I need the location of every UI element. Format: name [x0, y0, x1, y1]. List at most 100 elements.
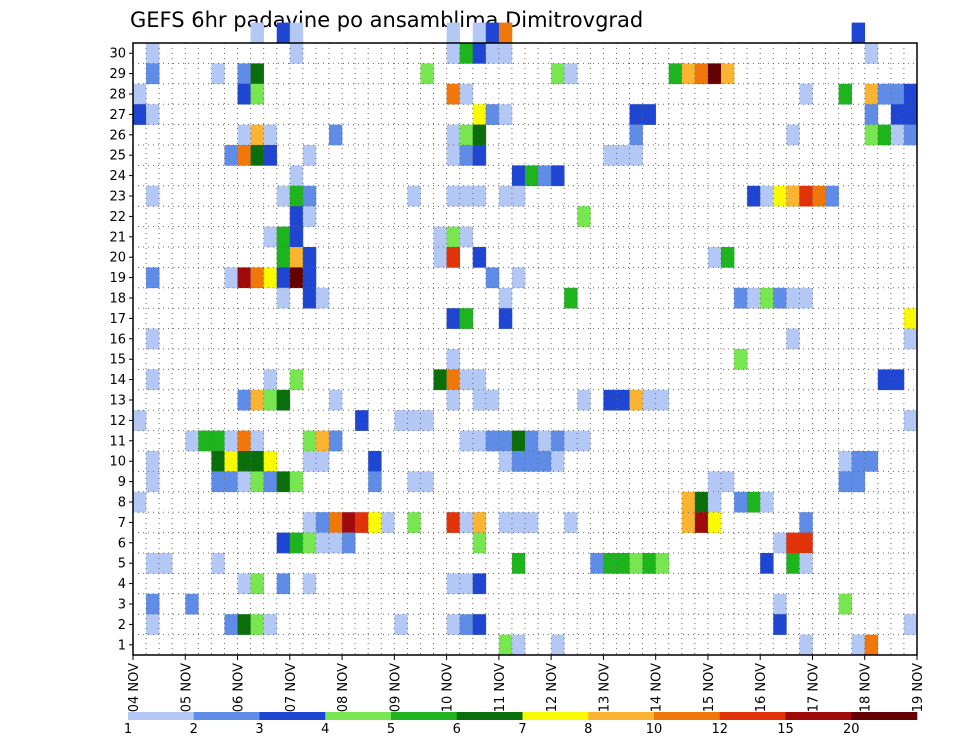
data-cell — [498, 287, 513, 309]
data-cell — [786, 553, 800, 574]
data-cell — [551, 63, 565, 85]
data-cell — [133, 410, 147, 431]
data-cell — [707, 512, 722, 533]
y-tick-label: 10 — [109, 455, 126, 470]
data-cell — [146, 43, 160, 64]
data-cell — [250, 124, 264, 146]
data-cell — [263, 369, 278, 391]
data-cell — [786, 185, 800, 207]
data-cell — [263, 145, 278, 166]
data-cell — [250, 471, 264, 493]
data-cell — [329, 430, 343, 452]
legend-label: 20 — [843, 722, 860, 737]
data-cell — [851, 22, 866, 44]
data-cell — [302, 532, 317, 554]
data-cell — [276, 287, 291, 309]
data-cell — [760, 491, 774, 513]
data-cell — [446, 43, 460, 64]
data-cell — [211, 553, 225, 574]
data-cell — [747, 185, 761, 207]
data-cell — [498, 512, 513, 533]
data-cell — [773, 614, 787, 635]
data-cell — [276, 185, 291, 207]
data-cell — [211, 471, 225, 493]
data-cell — [603, 553, 617, 574]
data-cell — [890, 104, 905, 125]
data-cell — [694, 63, 709, 85]
data-cell — [446, 22, 460, 44]
x-tick-label: 14 NOV — [650, 663, 665, 712]
data-cell — [851, 634, 866, 656]
data-cell — [302, 206, 317, 227]
data-cell — [655, 553, 670, 574]
data-cell — [864, 124, 879, 146]
legend-swatch — [851, 712, 918, 720]
data-cell — [315, 451, 330, 472]
y-tick-label: 2 — [118, 618, 126, 633]
data-cell — [485, 267, 500, 289]
x-tick-label: 08 NOV — [336, 663, 351, 712]
data-cell — [146, 267, 160, 289]
legend-swatch — [391, 712, 458, 720]
data-cell — [198, 430, 212, 452]
data-cell — [760, 185, 774, 207]
legend-swatch — [588, 712, 655, 720]
data-cell — [551, 165, 565, 187]
y-tick-label: 9 — [118, 475, 126, 490]
data-cell — [224, 430, 238, 452]
data-cell — [446, 369, 460, 391]
data-cell — [146, 451, 160, 472]
data-cell — [381, 512, 395, 533]
data-cell — [263, 226, 278, 248]
legend-swatch — [785, 712, 852, 720]
legend-label: 3 — [255, 722, 263, 737]
data-cell — [603, 389, 617, 411]
y-tick-label: 25 — [109, 149, 126, 164]
x-tick-label: 04 NOV — [127, 663, 142, 712]
data-cell — [250, 389, 264, 411]
data-cell — [146, 614, 160, 635]
data-cell — [472, 389, 487, 411]
legend-label: 15 — [777, 722, 794, 737]
data-cell — [642, 553, 656, 574]
data-cell — [485, 43, 500, 64]
data-cell — [799, 83, 813, 105]
data-cell — [551, 430, 565, 452]
y-tick-label: 29 — [109, 67, 126, 82]
data-cell — [224, 145, 238, 166]
data-cell — [799, 512, 813, 533]
data-cell — [355, 410, 369, 431]
legend-swatch — [193, 712, 260, 720]
legend-label: 6 — [453, 722, 461, 737]
data-cell — [773, 593, 787, 615]
data-cell — [250, 22, 264, 44]
data-cell — [864, 634, 879, 656]
y-tick-label: 30 — [109, 47, 126, 62]
data-cell — [459, 185, 474, 207]
data-cell — [263, 471, 278, 493]
x-tick-label: 18 NOV — [859, 663, 874, 712]
data-cell — [903, 614, 918, 635]
y-tick-label: 27 — [109, 108, 126, 123]
data-cell — [459, 573, 474, 595]
data-cell — [564, 512, 578, 533]
legend-label: 5 — [387, 722, 395, 737]
legend-label: 1 — [124, 722, 132, 737]
data-cell — [903, 410, 918, 431]
data-cell — [133, 491, 147, 513]
data-cell — [629, 104, 643, 125]
data-cell — [786, 287, 800, 309]
data-cell — [407, 410, 421, 431]
data-cell — [786, 124, 800, 146]
data-cell — [851, 451, 866, 472]
data-cell — [498, 43, 513, 64]
data-cell — [459, 83, 474, 105]
data-cell — [498, 22, 513, 44]
data-cell — [538, 165, 552, 187]
data-cell — [838, 83, 852, 105]
data-cell — [302, 267, 317, 289]
data-cell — [302, 430, 317, 452]
data-cell — [289, 247, 304, 268]
data-cell — [237, 63, 251, 85]
data-cell — [511, 512, 526, 533]
